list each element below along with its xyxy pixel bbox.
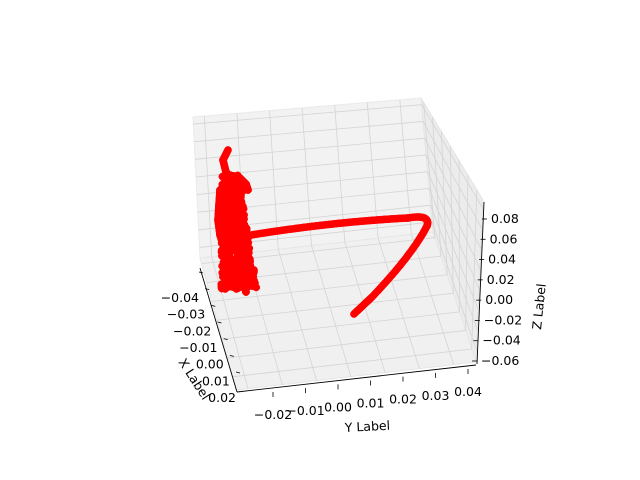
- data-point: [224, 245, 232, 254]
- data-point: [230, 217, 239, 226]
- side-grid-line: [465, 175, 469, 331]
- data-point: [235, 202, 243, 211]
- data-point: [218, 219, 226, 227]
- data-point: [223, 173, 232, 182]
- tick-labels: −0.04−0.03−0.02−0.010.000.010.02−0.02−0.…: [161, 211, 522, 422]
- data-point: [241, 260, 250, 268]
- data-point: [242, 252, 251, 260]
- z-tick-label: 0.00: [485, 292, 513, 307]
- side-grid-line: [427, 171, 480, 290]
- x-tick-mark: [205, 288, 210, 291]
- y-tick-label: 0.00: [324, 399, 352, 414]
- data-point: [219, 207, 227, 215]
- data-point: [218, 226, 226, 235]
- floor-grid-line: [227, 330, 466, 359]
- data-point: [234, 284, 242, 293]
- back-grid-line: [193, 104, 422, 125]
- floor-grid-line: [277, 249, 317, 381]
- z-tick-label: 0.08: [491, 211, 519, 226]
- data-point: [226, 268, 235, 276]
- z-axis-label: Z Label: [529, 283, 549, 331]
- floor-grid-line: [222, 311, 460, 340]
- x-tick-label: 0.00: [196, 357, 224, 372]
- side-grid-line: [422, 121, 483, 229]
- data-point: [227, 187, 236, 196]
- side-grid-line: [440, 131, 448, 275]
- y-tick-label: −0.02: [254, 407, 292, 422]
- data-point: [238, 238, 247, 247]
- floor-grid-line: [410, 234, 455, 365]
- z-tick-label: 0.04: [488, 252, 516, 267]
- x-tick-mark: [211, 304, 216, 307]
- floor-grid-line: [377, 238, 420, 369]
- x-tick-mark: [217, 321, 222, 324]
- back-grid-line: [399, 99, 412, 235]
- floor-grid-line: [211, 274, 448, 302]
- y-axis-line: [236, 364, 477, 393]
- x-tick-mark: [235, 371, 241, 374]
- y-tick-label: 0.03: [422, 388, 450, 403]
- x-tick-mark: [198, 271, 204, 274]
- x-tick-label: −0.02: [173, 323, 211, 338]
- floor-grid-line: [311, 245, 352, 377]
- data-point: [240, 226, 249, 235]
- side-grid-line: [430, 205, 478, 330]
- back-grid-line: [204, 116, 213, 257]
- data-point: [237, 213, 245, 221]
- x-tick-label: 0.02: [208, 390, 236, 405]
- data-point: [218, 268, 227, 277]
- back-grid-line: [366, 102, 379, 239]
- back-grid-line: [334, 105, 346, 242]
- y-tick-label: 0.01: [357, 396, 385, 411]
- data-point: [233, 273, 241, 282]
- z-tick-label: −0.04: [482, 333, 520, 348]
- y-tick-label: −0.01: [286, 403, 324, 418]
- data-point: [226, 282, 234, 291]
- data-point: [219, 238, 228, 247]
- z-tick-label: −0.02: [484, 312, 522, 327]
- back-grid-line: [195, 137, 425, 160]
- data-point: [243, 278, 252, 287]
- data-point: [232, 173, 240, 182]
- y-tick-label: 0.04: [454, 384, 482, 399]
- z-tick-label: −0.06: [481, 353, 519, 368]
- back-grid-line: [269, 110, 279, 250]
- x-tick-label: −0.01: [179, 340, 217, 355]
- x-tick-label: −0.03: [167, 307, 205, 322]
- data-point: [220, 255, 229, 263]
- side-grid-line: [432, 116, 442, 257]
- x-tick-mark: [223, 338, 228, 341]
- data-layer: [214, 146, 432, 318]
- z-tick-label: 0.02: [487, 272, 515, 287]
- data-point: [236, 194, 245, 202]
- data-point: [221, 184, 230, 193]
- data-point: [244, 245, 253, 253]
- back-grid-line: [301, 107, 312, 246]
- pane-group: [192, 97, 484, 391]
- side-grid-line: [428, 188, 479, 310]
- floor-grid-line: [211, 256, 249, 389]
- side-grid-line: [449, 146, 454, 294]
- y-axis-label: Y Label: [343, 418, 390, 435]
- side-grid-line: [423, 102, 436, 238]
- side-grid-line: [425, 154, 481, 270]
- y-tick-label: 0.02: [389, 392, 417, 407]
- x-tick-label: −0.04: [161, 290, 199, 305]
- floor-grid-line: [232, 348, 472, 378]
- z-axis-line: [476, 201, 485, 365]
- side-grid-line: [471, 189, 478, 350]
- x-tick-label: 0.01: [202, 373, 230, 388]
- side-grid-line: [431, 221, 477, 350]
- x-tick-mark: [229, 354, 234, 357]
- floor-grid-line: [216, 292, 454, 321]
- side-grid-line: [421, 104, 483, 209]
- back-grid-line: [194, 121, 424, 143]
- z-tick-label: 0.06: [490, 231, 518, 246]
- floor-pane: [199, 231, 477, 391]
- side-grid-line: [424, 138, 482, 249]
- data-point: [231, 231, 240, 240]
- data-point: [218, 262, 226, 270]
